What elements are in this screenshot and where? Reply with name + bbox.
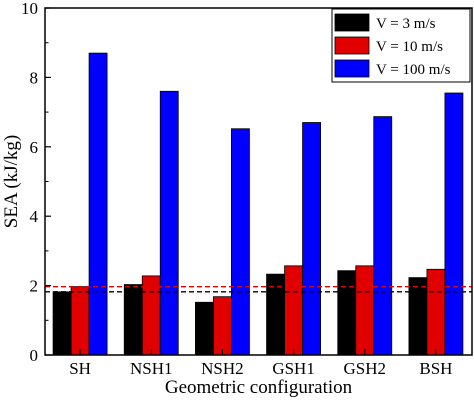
x-tick-label: GSH1: [272, 359, 315, 378]
bar-sh-series-2: [70, 286, 90, 356]
bar-gsh2-series-3: [373, 116, 393, 356]
legend-label-2: V = 10 m/s: [376, 39, 443, 55]
bar-nsh2-series-2: [213, 296, 232, 356]
x-tick-label: NSH2: [201, 359, 244, 378]
y-tick-label: 8: [30, 68, 39, 87]
bar-gsh2-series-1: [337, 270, 357, 356]
bar-nsh2-series-1: [195, 301, 214, 356]
legend-swatch-1: [334, 13, 370, 32]
legend-label-1: V = 3 m/s: [376, 16, 436, 32]
legend-label-3: V = 100 m/s: [376, 62, 451, 78]
bar-nsh2-series-3: [231, 128, 250, 356]
bars-layer: [52, 52, 464, 356]
x-tick-label: NSH1: [130, 359, 173, 378]
y-tick-label: 10: [21, 0, 38, 18]
bar-sh-series-1: [52, 291, 72, 356]
bar-sh-series-3: [88, 52, 108, 356]
bar-gsh2-series-2: [355, 265, 375, 356]
bar-gsh1-series-2: [284, 265, 303, 356]
x-tick-label: SH: [69, 359, 91, 378]
legend-swatch-3: [334, 59, 370, 78]
bar-bsh-series-1: [408, 277, 428, 356]
reference-lines: [45, 285, 472, 293]
x-axis-title: Geometric configuration: [165, 377, 353, 398]
x-tick-label: GSH2: [343, 359, 386, 378]
bar-nsh1-series-3: [159, 90, 179, 356]
y-tick-label: 6: [30, 138, 39, 157]
y-tick-label: 4: [30, 207, 39, 226]
bar-nsh1-series-2: [141, 275, 161, 356]
axis-ticks: 0 2 4 6 8 10 SH NSH1 NSH2 GSH1 GSH2 BSH: [21, 0, 452, 378]
x-tick-label: BSH: [419, 359, 452, 378]
legend: V = 3 m/s V = 10 m/s V = 100 m/s: [331, 8, 471, 83]
bar-gsh1-series-3: [302, 122, 321, 356]
y-tick-label: 0: [30, 346, 39, 365]
legend-swatch-2: [334, 36, 370, 55]
bar-bsh-series-3: [444, 92, 464, 356]
y-axis-title: SEA (kJ/kg): [1, 135, 22, 228]
y-tick-label: 2: [30, 277, 39, 296]
bar-nsh1-series-1: [123, 284, 143, 356]
bar-bsh-series-2: [426, 268, 446, 356]
